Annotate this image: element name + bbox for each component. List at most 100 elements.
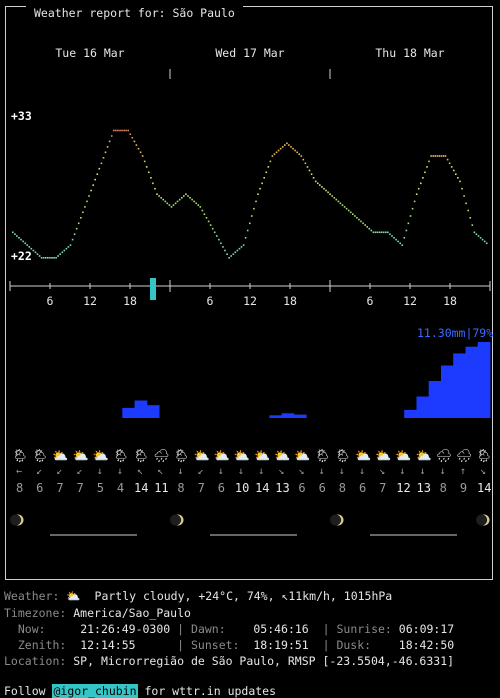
temperature-point bbox=[55, 257, 57, 259]
temperature-point bbox=[370, 229, 373, 232]
temperature-point bbox=[475, 233, 478, 235]
weather-condition-icon: 🌧 bbox=[435, 449, 453, 464]
temperature-point bbox=[71, 238, 74, 241]
hour-label: 6 bbox=[367, 294, 374, 308]
temperature-point bbox=[28, 246, 31, 248]
temperature-point bbox=[47, 257, 49, 259]
wind-speed-value: 7 bbox=[76, 481, 84, 495]
temperature-point bbox=[189, 197, 191, 199]
twitter-handle-link[interactable]: @igor_chubin bbox=[52, 684, 138, 698]
temperature-point bbox=[314, 180, 317, 183]
zenith-label: Zenith: bbox=[17, 638, 67, 652]
hour-label: 6 bbox=[47, 294, 54, 308]
temperature-point bbox=[372, 231, 375, 234]
temperature-point bbox=[59, 253, 61, 255]
moon-icon-shadow bbox=[170, 514, 182, 526]
wind-direction-arrow: ↖ bbox=[137, 466, 144, 477]
temperature-point bbox=[457, 177, 459, 179]
temperature-point bbox=[38, 255, 41, 257]
weather-condition-icon: 🌦 bbox=[314, 449, 332, 464]
temperature-point bbox=[483, 240, 486, 243]
hour-label: 12 bbox=[243, 294, 257, 308]
hour-label: 12 bbox=[403, 294, 417, 308]
temperature-point bbox=[12, 231, 14, 234]
weather-condition-icon: ⛅ bbox=[254, 449, 271, 464]
temperature-point bbox=[448, 162, 451, 165]
temperature-point bbox=[393, 237, 395, 239]
weather-condition-icon: ⛅ bbox=[233, 449, 251, 464]
wind-direction-arrow: ↓ bbox=[258, 466, 265, 477]
temperature-point bbox=[364, 224, 366, 226]
wind-direction-arrow: ↑ bbox=[459, 466, 466, 477]
temperature-point bbox=[240, 246, 243, 248]
temperature-point bbox=[374, 231, 377, 234]
temperature-point bbox=[358, 218, 360, 221]
wind-speed-value: 6 bbox=[217, 481, 225, 495]
temperature-point bbox=[405, 229, 408, 232]
temperature-point bbox=[178, 198, 181, 201]
location-line: Location: SP, Microrregião de São Paulo,… bbox=[4, 654, 454, 668]
temperature-point bbox=[323, 187, 325, 190]
temperature-point bbox=[479, 237, 482, 239]
temperature-point bbox=[411, 207, 414, 210]
temperature-point bbox=[286, 142, 288, 145]
temperature-point bbox=[49, 257, 51, 259]
temperature-point bbox=[296, 151, 298, 154]
temperature-point bbox=[193, 200, 195, 203]
temperature-point bbox=[22, 240, 24, 243]
temperature-point bbox=[395, 238, 397, 241]
wind-speed-value: 10 bbox=[234, 481, 250, 495]
wind-speed-value: 8 bbox=[177, 481, 185, 495]
weather-condition-icon: 🌧 bbox=[455, 449, 473, 464]
temperature-point bbox=[327, 191, 329, 194]
temperature-point bbox=[284, 144, 286, 146]
temperature-point bbox=[236, 249, 239, 252]
temperature-point bbox=[481, 238, 484, 241]
temperature-point bbox=[228, 257, 230, 259]
temperature-point bbox=[345, 207, 348, 210]
temperature-point bbox=[440, 155, 443, 157]
temperature-point bbox=[162, 198, 164, 201]
temperature-point bbox=[349, 211, 352, 214]
dawn-label: Dawn: bbox=[191, 622, 226, 636]
temperature-point bbox=[319, 184, 321, 186]
temperature-point bbox=[477, 235, 480, 237]
temperature-point bbox=[51, 257, 53, 259]
moon-icon-shadow bbox=[10, 514, 22, 526]
temperature-point bbox=[61, 251, 64, 254]
temperature-point bbox=[32, 249, 35, 252]
footer-prefix: Follow bbox=[4, 684, 53, 698]
temperature-point bbox=[385, 231, 387, 234]
wind-direction-arrow: ↓ bbox=[177, 466, 184, 477]
temperature-point bbox=[42, 257, 45, 259]
temperature-point bbox=[362, 222, 364, 225]
temperature-point bbox=[471, 224, 474, 226]
temperature-point bbox=[232, 253, 235, 255]
weather-condition-icon: ⛅ bbox=[92, 449, 109, 464]
temperature-point bbox=[434, 155, 436, 157]
temperature-point bbox=[279, 147, 282, 150]
wind-direction-arrow: ↘ bbox=[278, 466, 285, 477]
hour-label: 12 bbox=[83, 294, 97, 308]
temperature-point bbox=[269, 160, 272, 163]
wind-speed-value: 6 bbox=[298, 481, 306, 495]
temperature-point bbox=[290, 146, 292, 148]
sunset-label: Sunset: bbox=[191, 638, 240, 652]
temperature-point bbox=[368, 227, 371, 230]
weather-condition-icon: ⛅ bbox=[72, 449, 89, 464]
temperature-point bbox=[209, 224, 212, 226]
temperature-point bbox=[465, 202, 467, 205]
precip-bar bbox=[477, 342, 491, 418]
weather-condition-icon: ⛅ bbox=[375, 449, 392, 464]
weather-value: Partly cloudy, +24°C, 74%, ↖11km/h, 1015… bbox=[94, 589, 393, 603]
weather-condition-icon: 🌦 bbox=[32, 449, 49, 464]
temperature-point bbox=[121, 129, 123, 132]
temperature-point bbox=[354, 215, 356, 217]
temperature-point bbox=[459, 180, 461, 183]
dusk-label: Dusk: bbox=[336, 638, 372, 652]
temperature-point bbox=[150, 177, 152, 179]
precip-bar bbox=[293, 414, 307, 418]
temperature-point bbox=[24, 242, 26, 245]
precip-bar bbox=[441, 365, 454, 418]
now-value: 21:26:49-0300 bbox=[80, 622, 171, 636]
